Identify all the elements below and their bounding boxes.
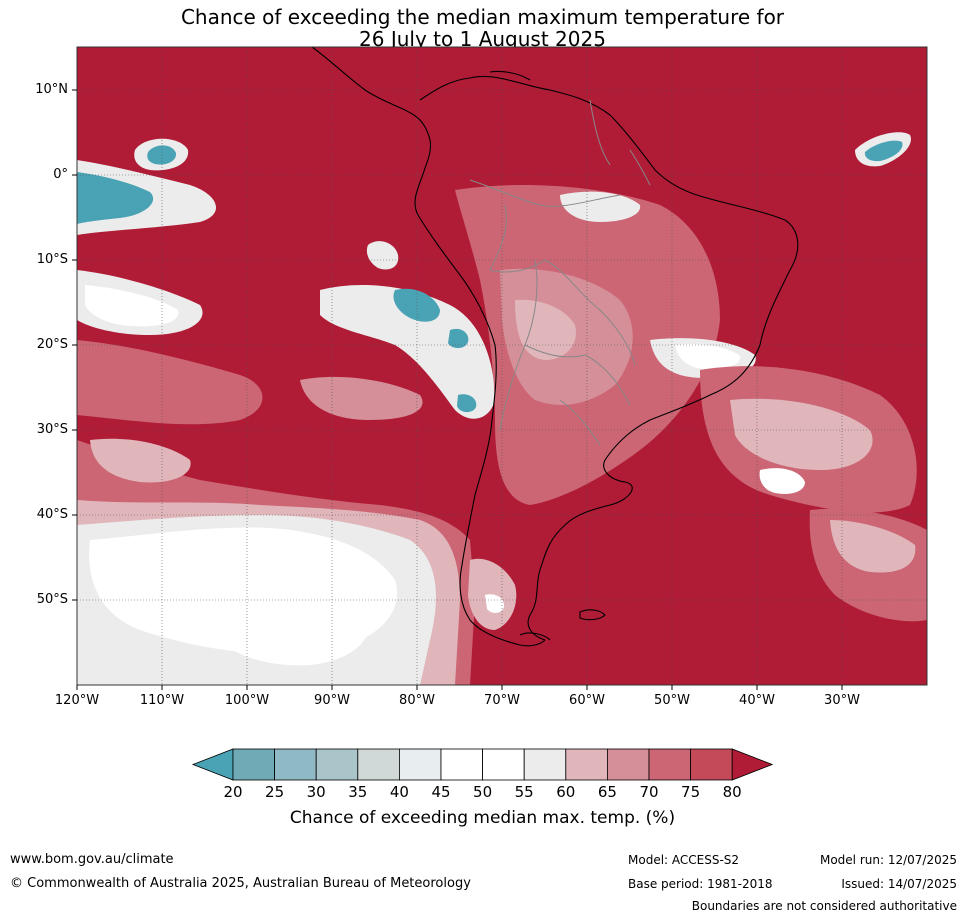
region-pacific-pink3	[300, 376, 423, 420]
region-atlantic-white	[759, 468, 805, 494]
footer-copyright: © Commonwealth of Australia 2025, Austra…	[10, 876, 471, 891]
region-atlantic-pale	[730, 398, 873, 470]
colorbar-arrow-low	[191, 748, 234, 781]
colorbar-tick: 20	[223, 783, 243, 801]
map-title-line1: Chance of exceeding the median maximum t…	[180, 5, 785, 29]
region-peru-offshore	[320, 285, 495, 419]
region-peru-teal3	[457, 394, 477, 413]
colorbar-segment	[398, 748, 442, 781]
coast-falklands	[579, 609, 606, 621]
colorbar-tick: 60	[556, 783, 576, 801]
region-amazon-white	[560, 191, 641, 222]
map-title-line2: 26 July to 1 August 2025	[359, 27, 606, 51]
coast-cuba	[489, 70, 531, 81]
region-pacific-teal-west-core	[77, 172, 154, 224]
footer-disclaimer: Boundaries are not considered authoritat…	[691, 899, 957, 913]
colorbar-tick: 45	[431, 783, 451, 801]
colorbar-arrow-high	[731, 748, 774, 781]
lon-label: 90°W	[314, 693, 350, 708]
country-borders	[469, 99, 651, 446]
colorbar-tick: 55	[514, 783, 534, 801]
region-atlantic-teal-core	[864, 140, 903, 162]
colorbar-tick: 65	[597, 783, 617, 801]
colorbar-segment	[274, 748, 317, 781]
footer-website[interactable]: www.bom.gov.au/climate	[10, 852, 174, 867]
colorbar-segment	[357, 748, 400, 781]
coast-tierra-del-fuego	[519, 632, 551, 641]
lat-label: 20°S	[36, 337, 68, 352]
footer-issued: Issued: 14/07/2025	[841, 877, 957, 891]
lon-label: 120°W	[54, 693, 100, 708]
graticule	[77, 47, 927, 685]
lon-label: 110°W	[139, 693, 185, 708]
colorbar-segment	[607, 748, 650, 781]
region-pacific-band-white	[85, 285, 179, 327]
colorbar-tick: 80	[722, 783, 742, 801]
colorbar-segment	[690, 748, 733, 781]
lon-label: 70°W	[484, 693, 520, 708]
colorbar-segment	[482, 748, 525, 781]
colorbar-tick: 35	[348, 783, 368, 801]
colorbar-tick: 70	[639, 783, 659, 801]
axis-ticks	[72, 89, 843, 690]
colorbar-segment	[648, 748, 691, 781]
colorbar-tick: 50	[473, 783, 493, 801]
lat-label: 50°S	[36, 592, 68, 607]
lat-label: 10°N	[35, 82, 68, 97]
region-patagonia-white	[485, 594, 505, 613]
coastlines	[311, 46, 799, 647]
lon-label: 100°W	[224, 693, 270, 708]
colorbar-segment	[565, 748, 608, 781]
footer-model-run: Model run: 12/07/2025	[819, 853, 957, 867]
lon-label: 60°W	[569, 693, 605, 708]
region-pacific-teal-north-core	[147, 145, 177, 165]
lon-label: 40°W	[739, 693, 775, 708]
colorbar-segments	[191, 748, 774, 781]
region-galapagos-blob	[366, 241, 399, 270]
colorbar-segment	[440, 748, 483, 781]
coast-central-america	[311, 46, 432, 169]
region-pacific-pink2	[90, 438, 191, 483]
lat-label: 10°S	[36, 252, 68, 267]
footer-base-period: Base period: 1981-2018	[628, 877, 773, 891]
coast-caribbean	[419, 75, 799, 641]
lon-label: 80°W	[399, 693, 435, 708]
colorbar-segment	[315, 748, 359, 781]
colorbar-segment	[232, 748, 275, 781]
colorbar-tick: 25	[265, 783, 285, 801]
region-atlantic-pale2	[830, 520, 916, 573]
lat-label: 40°S	[36, 507, 68, 522]
footer-model: Model: ACCESS-S2	[628, 853, 740, 867]
region-brazil-white-core	[675, 344, 741, 370]
lon-label: 30°W	[824, 693, 860, 708]
region-southwest-white2	[215, 598, 368, 666]
lat-label: 30°S	[36, 422, 68, 437]
colorbar-label: Chance of exceeding median max. temp. (%…	[289, 808, 676, 828]
lat-label: 0°	[53, 167, 68, 182]
region-pacific-pink1	[77, 340, 263, 425]
coast-pacific-sa	[414, 167, 546, 647]
colorbar-tick: 30	[306, 783, 326, 801]
colorbar-tick: 75	[681, 783, 701, 801]
colorbar-tick: 40	[389, 783, 409, 801]
region-peru-teal2	[448, 328, 469, 349]
lon-label: 50°W	[654, 693, 690, 708]
colorbar-segment	[523, 748, 567, 781]
